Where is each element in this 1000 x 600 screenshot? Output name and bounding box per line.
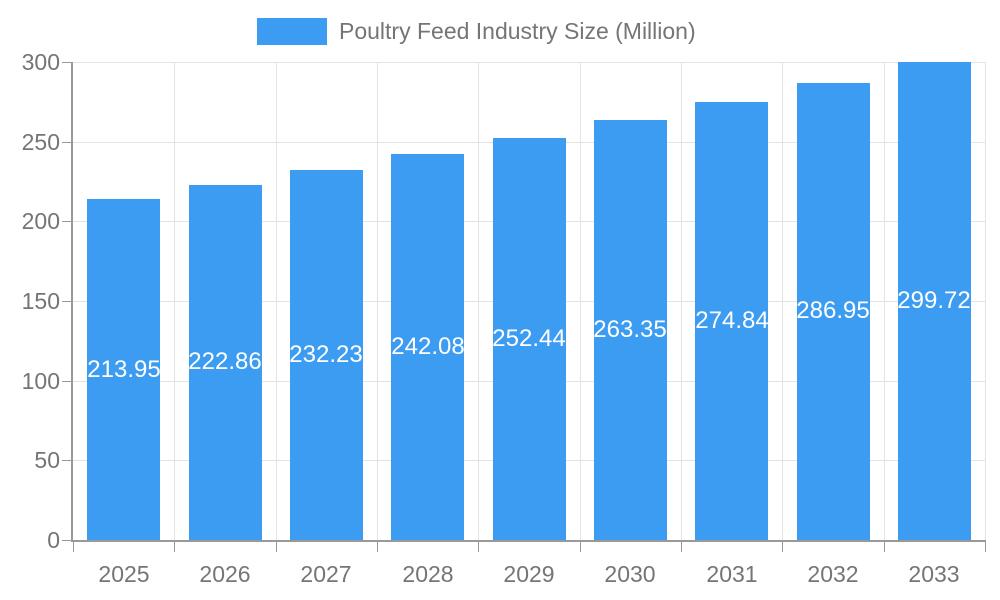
y-tick-label: 150 (21, 288, 60, 314)
gridline-vertical (985, 62, 986, 540)
bar-value-label: 222.86 (188, 348, 262, 375)
legend-swatch-icon (257, 18, 327, 45)
legend-item[interactable]: Poultry Feed Industry Size (Million) (257, 18, 696, 45)
bar-value-label: 263.35 (593, 316, 667, 343)
y-tick-label: 250 (21, 129, 60, 155)
x-axis-tick (478, 540, 479, 552)
x-axis-tick (985, 540, 986, 552)
y-axis-tick (62, 62, 73, 63)
x-tick-label: 2027 (300, 561, 352, 587)
bar-2028[interactable] (391, 154, 464, 540)
x-axis-line (71, 540, 985, 542)
bar-2027[interactable] (290, 170, 363, 540)
bar-2025[interactable] (87, 199, 160, 540)
y-axis-tick (62, 301, 73, 302)
bar-value-label: 274.84 (695, 307, 769, 334)
bar-value-label: 252.44 (492, 325, 566, 352)
x-tick-label: 2026 (199, 561, 251, 587)
y-axis-tick (62, 142, 73, 143)
x-axis-tick (276, 540, 277, 552)
x-tick-label: 2031 (706, 561, 758, 587)
gridline-vertical (782, 62, 783, 540)
x-tick-label: 2030 (604, 561, 656, 587)
gridline-vertical (174, 62, 175, 540)
bar-2026[interactable] (189, 185, 262, 540)
bar-value-label: 242.08 (391, 333, 465, 360)
legend-label: Poultry Feed Industry Size (Million) (339, 18, 696, 44)
bar-value-label: 286.95 (796, 297, 870, 324)
gridline-vertical (884, 62, 885, 540)
y-tick-label: 300 (21, 49, 60, 75)
y-axis-tick (62, 540, 73, 541)
gridline-vertical (478, 62, 479, 540)
bar-value-label: 232.23 (289, 341, 363, 368)
x-tick-label: 2025 (98, 561, 150, 587)
y-axis-tick (62, 381, 73, 382)
bar-2033[interactable] (898, 62, 971, 540)
x-axis-tick (681, 540, 682, 552)
x-tick-label: 2029 (503, 561, 555, 587)
x-axis-tick (580, 540, 581, 552)
x-axis-tick (782, 540, 783, 552)
bar-value-label: 213.95 (87, 356, 161, 383)
bar-2032[interactable] (797, 83, 870, 540)
x-tick-label: 2028 (402, 561, 454, 587)
gridline-vertical (377, 62, 378, 540)
y-tick-label: 0 (47, 527, 60, 553)
x-axis-tick (377, 540, 378, 552)
y-axis-line (71, 62, 73, 540)
y-axis-tick (62, 460, 73, 461)
gridline-vertical (276, 62, 277, 540)
y-axis-tick (62, 221, 73, 222)
x-axis-tick (884, 540, 885, 552)
y-tick-label: 50 (34, 447, 60, 473)
bar-value-label: 299.72 (897, 287, 971, 314)
gridline-vertical (681, 62, 682, 540)
bar-2030[interactable] (594, 120, 667, 540)
bar-2029[interactable] (493, 138, 566, 540)
x-axis-tick (73, 540, 74, 552)
gridline-vertical (580, 62, 581, 540)
gridline-horizontal (73, 62, 985, 63)
x-axis-tick (174, 540, 175, 552)
y-tick-label: 100 (21, 368, 60, 394)
x-tick-label: 2032 (807, 561, 859, 587)
y-tick-label: 200 (21, 208, 60, 234)
bar-2031[interactable] (695, 102, 768, 540)
x-tick-label: 2033 (908, 561, 960, 587)
